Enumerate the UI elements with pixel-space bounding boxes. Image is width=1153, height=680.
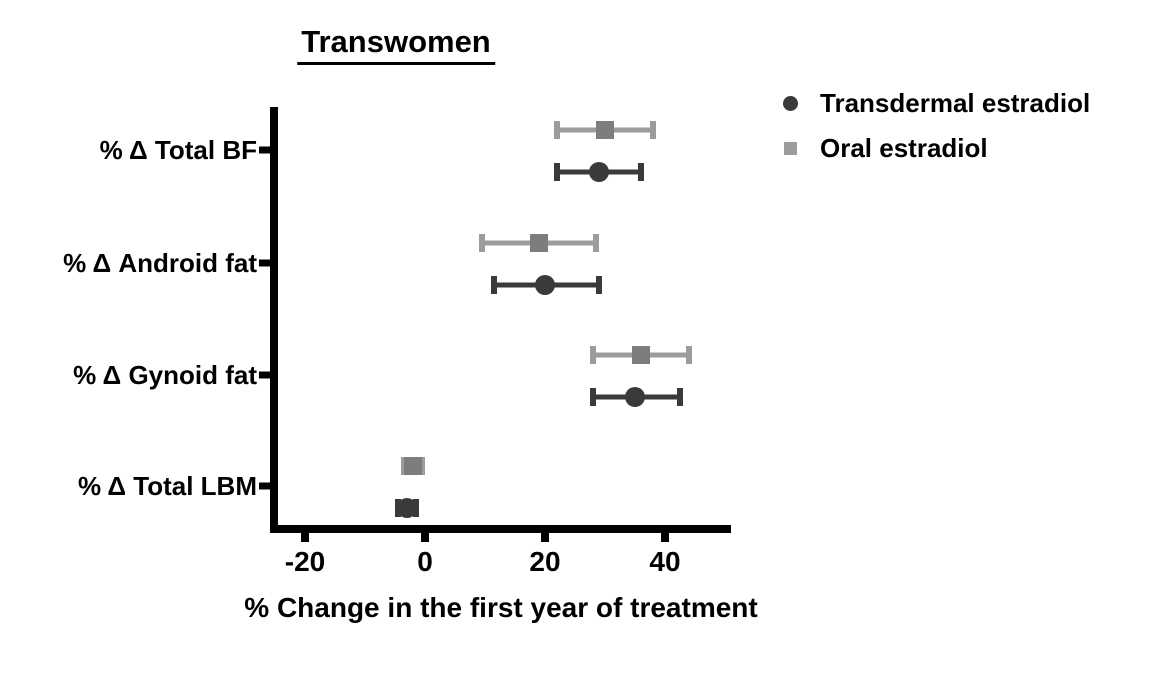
data-point-circle [535, 275, 555, 295]
square-marker-icon [783, 141, 797, 155]
data-point-square [404, 457, 422, 475]
legend-item-oral: Oral estradiol [782, 133, 1090, 163]
legend: Transdermal estradiol Oral estradiol [782, 88, 1090, 178]
category-label: % Δ Total LBM [78, 471, 257, 501]
chart-title: Transwomen [297, 24, 495, 65]
circle-marker-icon [782, 95, 798, 111]
data-point-square [632, 346, 650, 364]
data-point-square [596, 121, 614, 139]
category-label: % Δ Android fat [63, 248, 257, 278]
data-point-circle [589, 162, 609, 182]
category-label: % Δ Total BF [100, 135, 257, 165]
legend-label-oral: Oral estradiol [820, 132, 988, 163]
x-tick-label: -20 [285, 546, 325, 577]
legend-item-transdermal: Transdermal estradiol [782, 88, 1090, 118]
legend-marker-cell [782, 141, 798, 155]
x-axis-title: % Change in the first year of treatment [244, 592, 758, 623]
category-label: % Δ Gynoid fat [73, 360, 257, 390]
data-point-circle [397, 498, 417, 518]
legend-label-transdermal: Transdermal estradiol [820, 87, 1091, 118]
legend-marker-cell [782, 95, 798, 111]
x-tick-label: 20 [529, 546, 560, 577]
data-point-square [530, 234, 548, 252]
data-point-circle [625, 387, 645, 407]
x-tick-label: 0 [417, 546, 433, 577]
x-tick-label: 40 [649, 546, 680, 577]
